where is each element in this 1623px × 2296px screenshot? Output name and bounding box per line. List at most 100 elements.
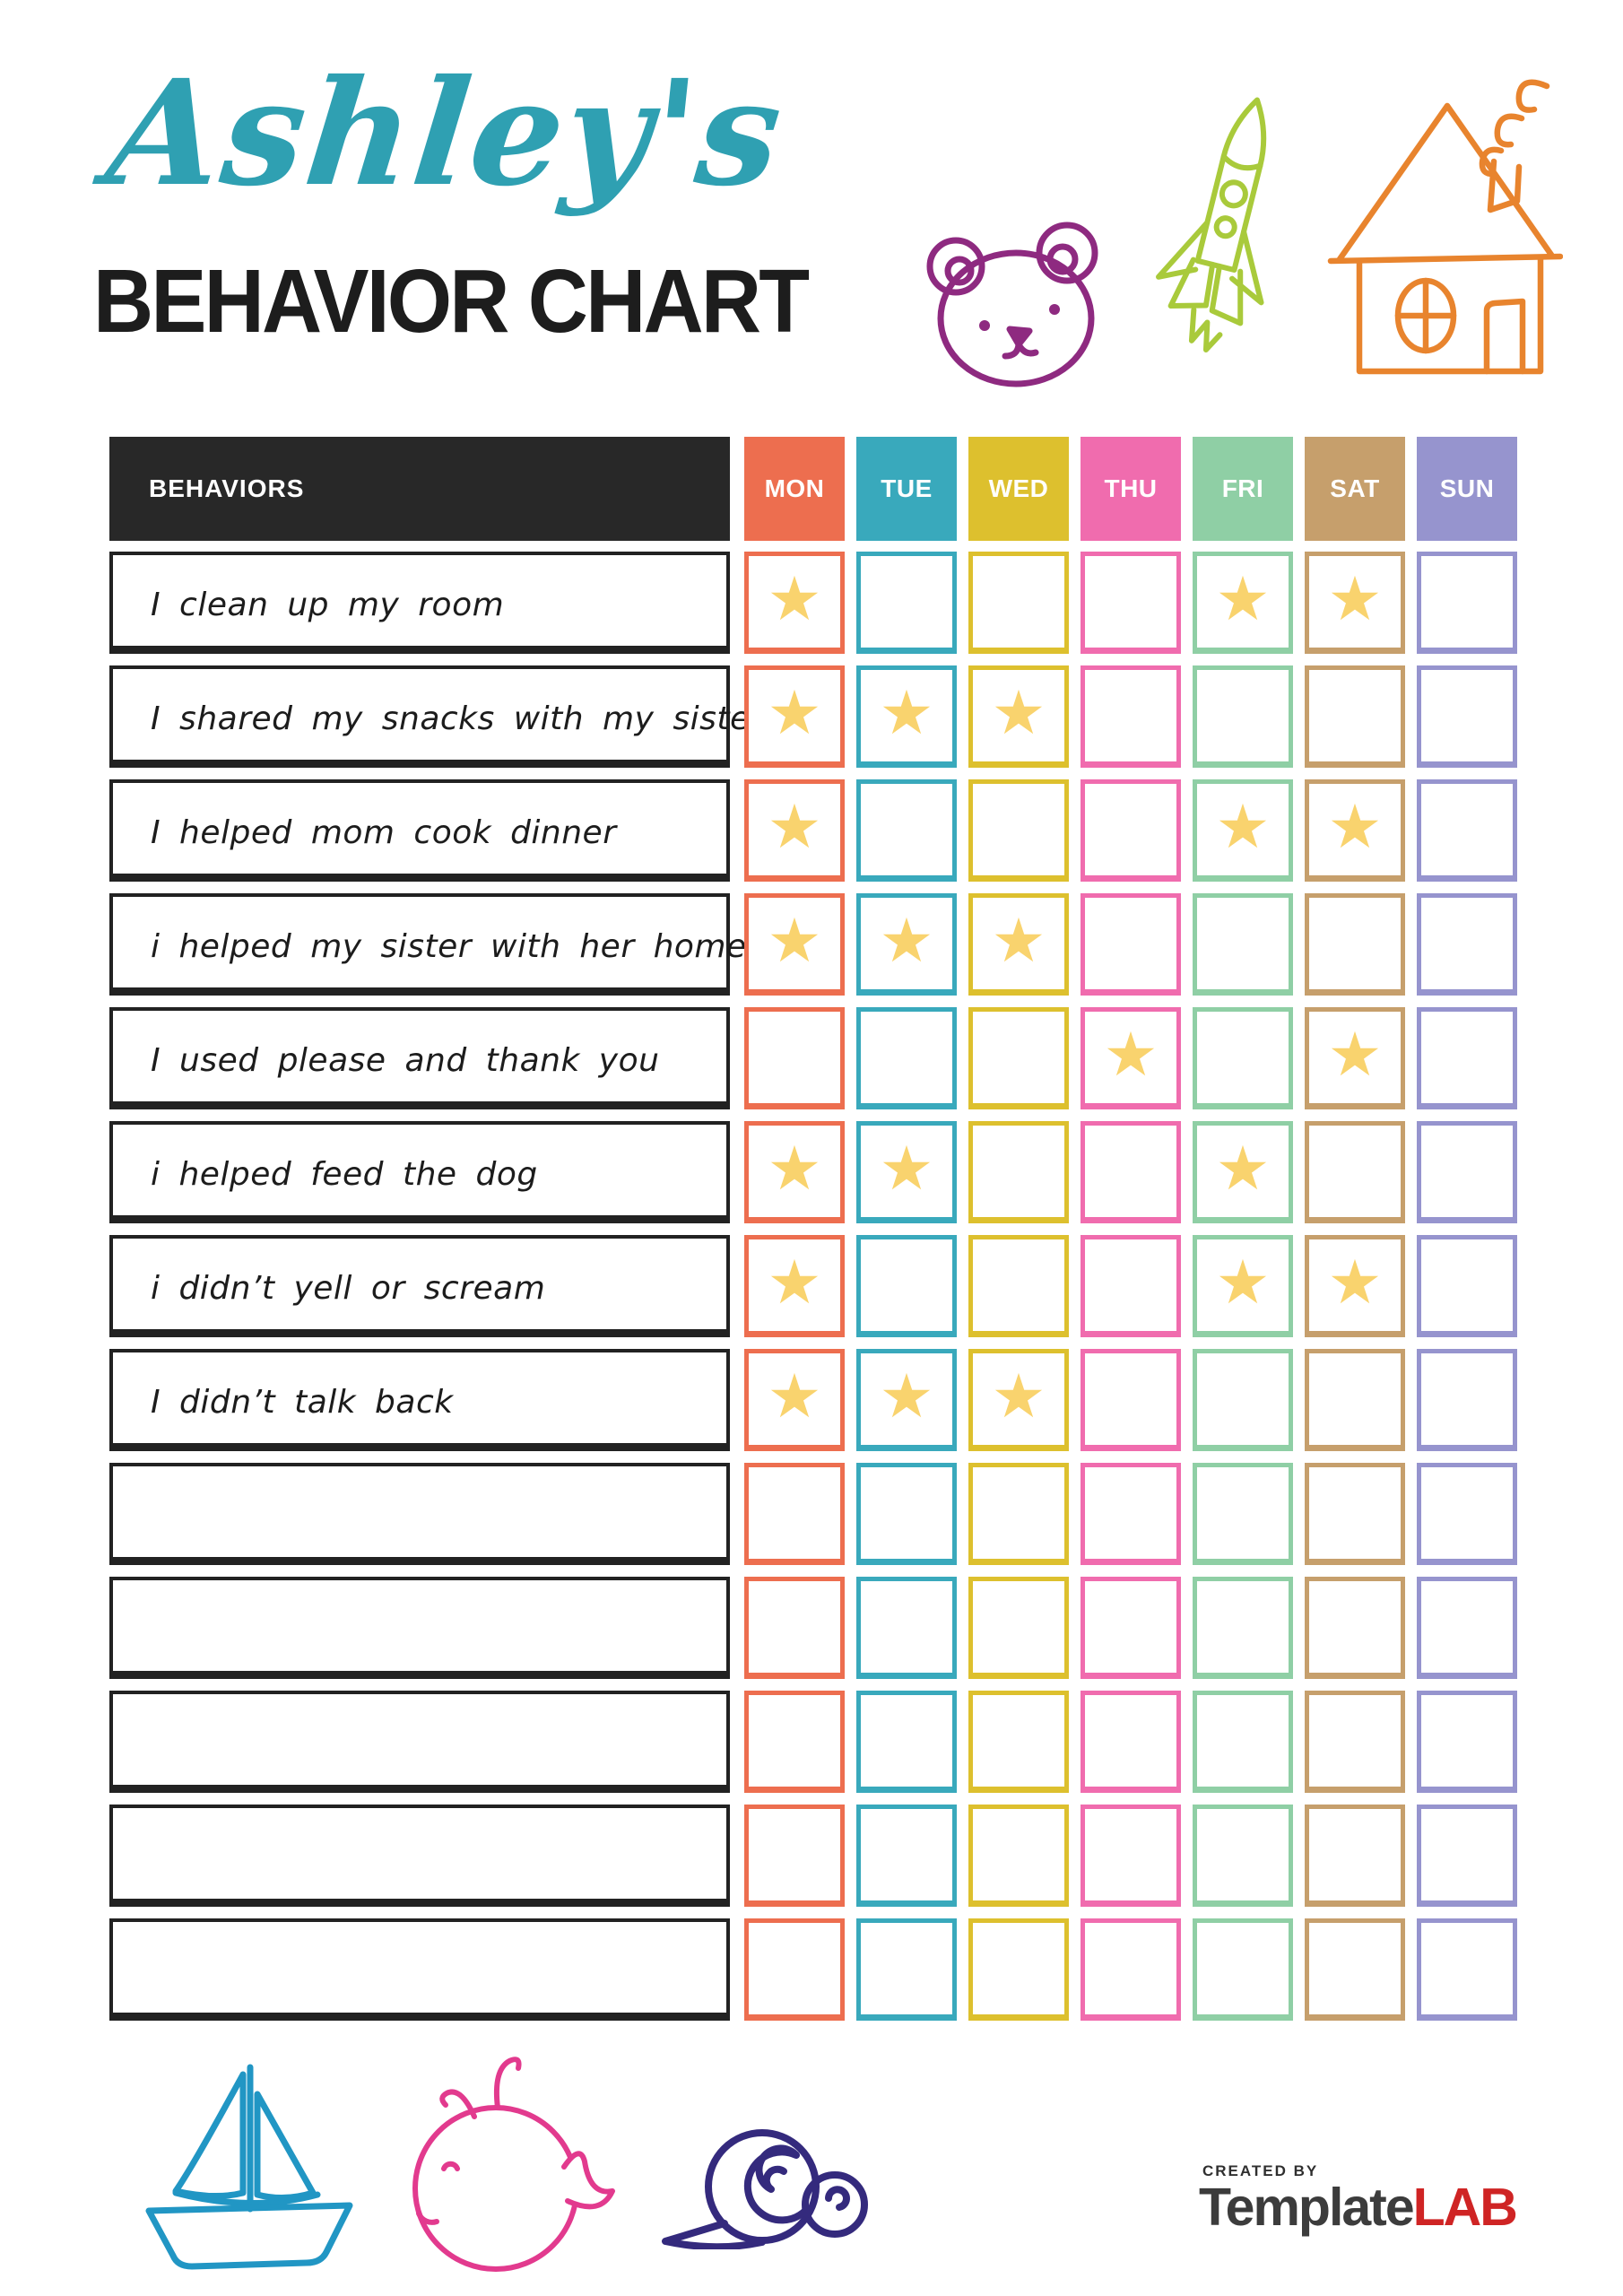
star-cell-sun[interactable]	[1417, 1007, 1517, 1109]
star-cell-sat[interactable]: ★	[1305, 552, 1405, 654]
star-cell-sat[interactable]	[1305, 1577, 1405, 1679]
star-cell-mon[interactable]: ★	[744, 1235, 845, 1337]
star-cell-wed[interactable]	[968, 1691, 1069, 1793]
star-cell-mon[interactable]	[744, 1577, 845, 1679]
star-cell-wed[interactable]	[968, 1577, 1069, 1679]
star-cell-thu[interactable]	[1081, 1805, 1181, 1907]
star-cell-sun[interactable]	[1417, 1691, 1517, 1793]
star-cell-mon[interactable]: ★	[744, 552, 845, 654]
star-cell-thu[interactable]	[1081, 893, 1181, 996]
star-icon: ★	[1327, 1020, 1383, 1091]
behavior-label-text: i helped my sister with her homework	[151, 928, 827, 965]
star-cell-tue[interactable]: ★	[856, 1121, 957, 1223]
star-cell-mon[interactable]	[744, 1918, 845, 2021]
star-cell-sat[interactable]: ★	[1305, 1235, 1405, 1337]
star-cell-sat[interactable]	[1305, 1349, 1405, 1451]
star-cell-tue[interactable]	[856, 1805, 957, 1907]
star-cell-mon[interactable]: ★	[744, 779, 845, 882]
star-cell-wed[interactable]	[968, 779, 1069, 882]
star-cell-tue[interactable]	[856, 1007, 957, 1109]
star-cell-mon[interactable]: ★	[744, 893, 845, 996]
behavior-label-text: i helped feed the dog	[151, 1156, 538, 1193]
star-cell-thu[interactable]	[1081, 1918, 1181, 2021]
star-icon: ★	[1327, 564, 1383, 635]
star-cell-sat[interactable]	[1305, 665, 1405, 768]
star-cell-mon[interactable]	[744, 1691, 845, 1793]
star-cell-mon[interactable]: ★	[744, 1121, 845, 1223]
star-cell-wed[interactable]	[968, 1121, 1069, 1223]
star-cell-sun[interactable]	[1417, 779, 1517, 882]
star-cell-wed[interactable]	[968, 1918, 1069, 2021]
star-cell-fri[interactable]: ★	[1193, 1121, 1293, 1223]
rocket-doodle-icon	[1134, 76, 1314, 390]
star-cell-fri[interactable]: ★	[1193, 779, 1293, 882]
star-cell-sat[interactable]	[1305, 1691, 1405, 1793]
star-cell-fri[interactable]	[1193, 1691, 1293, 1793]
star-cell-fri[interactable]	[1193, 893, 1293, 996]
star-cell-sun[interactable]	[1417, 1121, 1517, 1223]
star-cell-mon[interactable]	[744, 1007, 845, 1109]
star-cell-wed[interactable]	[968, 552, 1069, 654]
star-cell-sun[interactable]	[1417, 552, 1517, 654]
star-cell-mon[interactable]	[744, 1805, 845, 1907]
star-cell-sat[interactable]: ★	[1305, 779, 1405, 882]
star-cell-mon[interactable]: ★	[744, 1349, 845, 1451]
star-cell-tue[interactable]: ★	[856, 893, 957, 996]
star-cell-wed[interactable]: ★	[968, 893, 1069, 996]
star-cell-sun[interactable]	[1417, 1805, 1517, 1907]
star-cell-sat[interactable]	[1305, 1121, 1405, 1223]
star-cell-fri[interactable]	[1193, 1918, 1293, 2021]
star-cell-sun[interactable]	[1417, 1918, 1517, 2021]
behavior-label-cell: I clean up my room	[109, 552, 730, 654]
star-icon: ★	[767, 792, 822, 863]
star-cell-tue[interactable]	[856, 1463, 957, 1565]
star-cell-sat[interactable]	[1305, 1918, 1405, 2021]
star-cell-fri[interactable]	[1193, 1577, 1293, 1679]
star-cell-sat[interactable]	[1305, 1463, 1405, 1565]
star-cell-thu[interactable]	[1081, 1349, 1181, 1451]
star-cell-thu[interactable]	[1081, 1577, 1181, 1679]
star-cell-tue[interactable]	[856, 779, 957, 882]
star-cell-tue[interactable]	[856, 1691, 957, 1793]
star-cell-sat[interactable]	[1305, 893, 1405, 996]
star-cell-sun[interactable]	[1417, 665, 1517, 768]
star-cell-fri[interactable]: ★	[1193, 1235, 1293, 1337]
star-cell-fri[interactable]	[1193, 1463, 1293, 1565]
star-cell-fri[interactable]	[1193, 1007, 1293, 1109]
star-cell-wed[interactable]: ★	[968, 1349, 1069, 1451]
star-cell-sun[interactable]	[1417, 1577, 1517, 1679]
star-cell-thu[interactable]	[1081, 1691, 1181, 1793]
star-cell-fri[interactable]	[1193, 1349, 1293, 1451]
star-cell-wed[interactable]: ★	[968, 665, 1069, 768]
star-cell-sun[interactable]	[1417, 1235, 1517, 1337]
star-cell-tue[interactable]	[856, 1918, 957, 2021]
star-cell-tue[interactable]	[856, 1577, 957, 1679]
star-cell-tue[interactable]: ★	[856, 1349, 957, 1451]
star-cell-sat[interactable]	[1305, 1805, 1405, 1907]
star-cell-sun[interactable]	[1417, 893, 1517, 996]
star-cell-thu[interactable]	[1081, 552, 1181, 654]
star-cell-wed[interactable]	[968, 1007, 1069, 1109]
star-cell-wed[interactable]	[968, 1235, 1069, 1337]
star-cell-tue[interactable]	[856, 1235, 957, 1337]
star-cell-mon[interactable]	[744, 1463, 845, 1565]
star-icon: ★	[1327, 1248, 1383, 1318]
star-cell-thu[interactable]	[1081, 665, 1181, 768]
star-cell-thu[interactable]	[1081, 1121, 1181, 1223]
star-cell-sun[interactable]	[1417, 1349, 1517, 1451]
star-cell-fri[interactable]: ★	[1193, 552, 1293, 654]
star-cell-wed[interactable]	[968, 1463, 1069, 1565]
star-cell-thu[interactable]	[1081, 779, 1181, 882]
star-cell-tue[interactable]: ★	[856, 665, 957, 768]
child-name-title: Ashley's	[100, 48, 791, 219]
star-cell-fri[interactable]	[1193, 1805, 1293, 1907]
star-cell-sat[interactable]: ★	[1305, 1007, 1405, 1109]
star-cell-wed[interactable]	[968, 1805, 1069, 1907]
star-cell-tue[interactable]	[856, 552, 957, 654]
star-cell-sun[interactable]	[1417, 1463, 1517, 1565]
star-cell-mon[interactable]: ★	[744, 665, 845, 768]
star-cell-thu[interactable]	[1081, 1235, 1181, 1337]
star-cell-fri[interactable]	[1193, 665, 1293, 768]
star-cell-thu[interactable]	[1081, 1463, 1181, 1565]
star-cell-thu[interactable]: ★	[1081, 1007, 1181, 1109]
